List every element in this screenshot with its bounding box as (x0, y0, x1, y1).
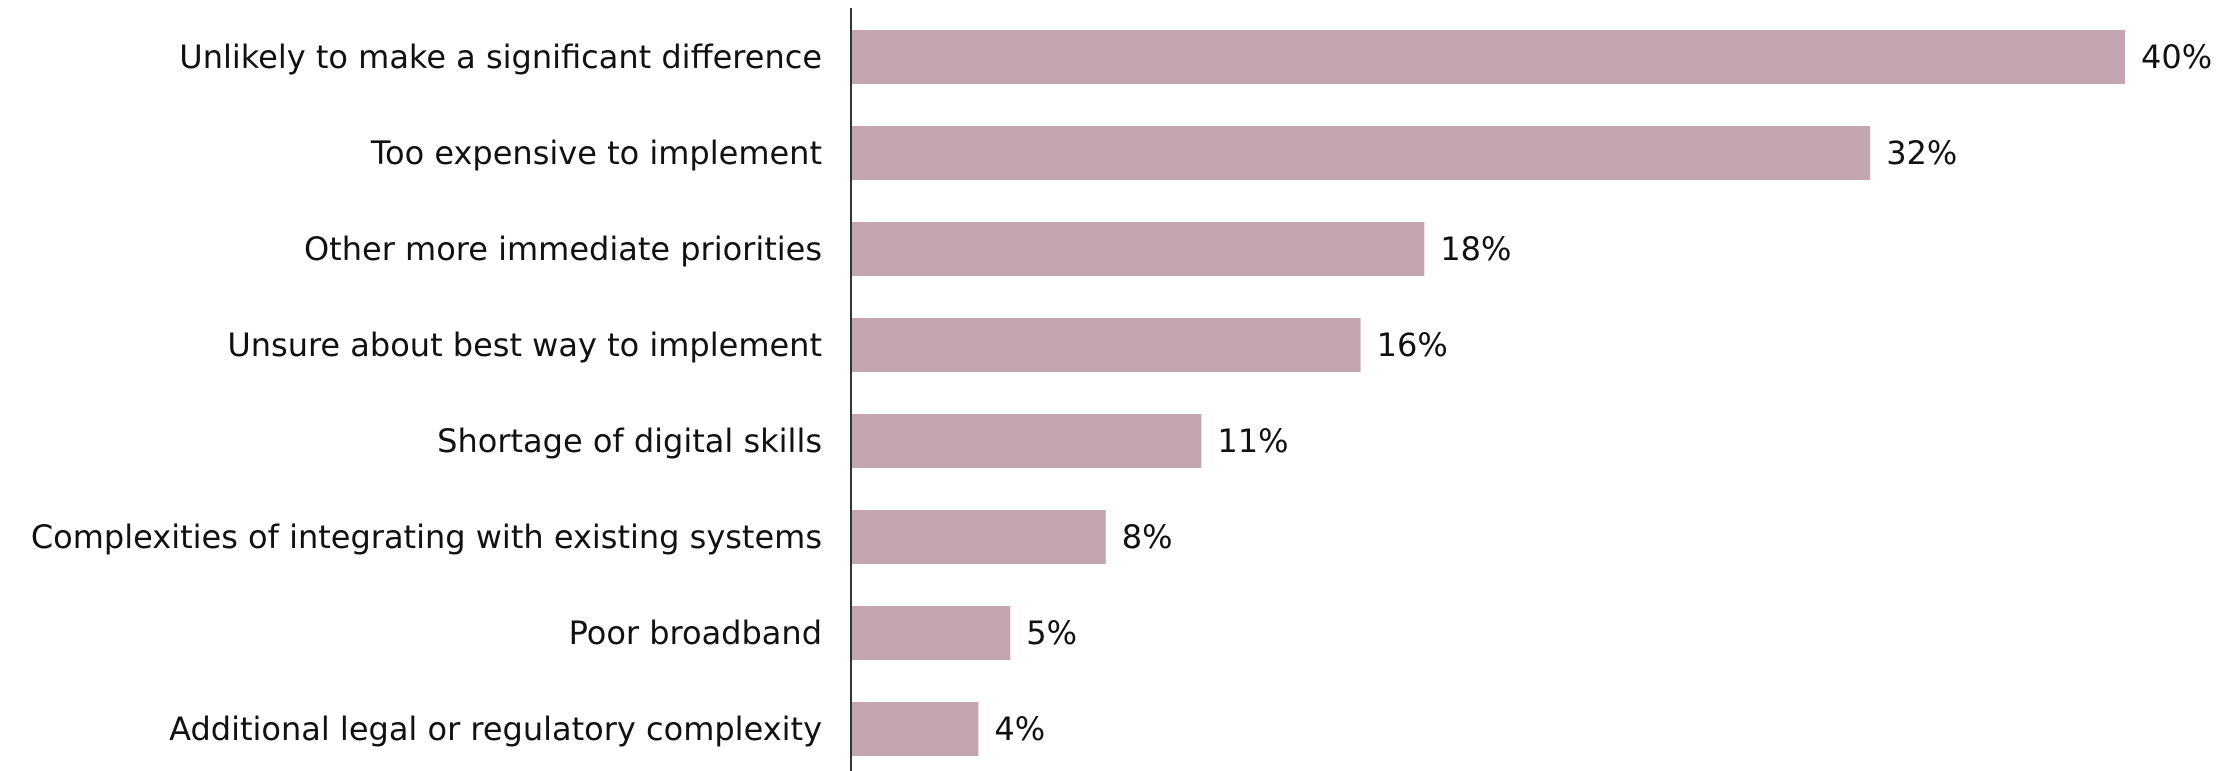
value-label: 16% (1377, 326, 1448, 364)
bar (851, 606, 1011, 660)
value-label: 11% (1217, 422, 1288, 460)
bar (851, 414, 1202, 468)
bar (851, 126, 1871, 180)
bar (851, 30, 2125, 84)
bar (851, 318, 1361, 372)
value-label: 40% (2141, 38, 2212, 76)
category-label: Other more immediate priorities (304, 230, 822, 268)
category-label: Complexities of integrating with existin… (31, 518, 822, 556)
value-label: 4% (994, 710, 1045, 748)
value-label: 8% (1122, 518, 1173, 556)
category-label: Unlikely to make a significant differenc… (179, 38, 822, 76)
bars-group (851, 30, 2125, 756)
value-labels-group: 40% 32% 18% 16% 11% 8% 5% 4% (994, 38, 2212, 748)
bar (851, 702, 979, 756)
category-label: Poor broadband (569, 614, 822, 652)
category-label: Too expensive to implement (370, 134, 822, 172)
category-label: Additional legal or regulatory complexit… (169, 710, 822, 748)
value-label: 18% (1440, 230, 1511, 268)
category-label: Shortage of digital skills (437, 422, 822, 460)
value-label: 32% (1886, 134, 1957, 172)
value-label: 5% (1026, 614, 1077, 652)
bar (851, 222, 1425, 276)
bar (851, 510, 1106, 564)
category-labels-group: Unlikely to make a significant differenc… (31, 38, 822, 748)
category-label: Unsure about best way to implement (227, 326, 822, 364)
